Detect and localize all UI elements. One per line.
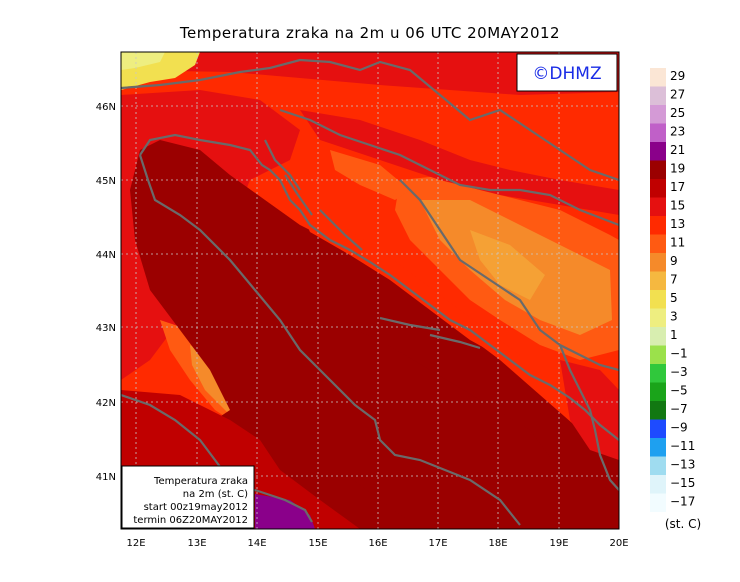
legend-swatch — [650, 160, 666, 179]
legend-swatch — [650, 456, 666, 475]
legend-swatch — [650, 475, 666, 494]
legend-label: 23 — [670, 125, 685, 139]
legend-swatch — [650, 493, 666, 512]
lat-label: 43N — [96, 323, 116, 334]
legend-label: 19 — [670, 162, 685, 176]
legend-swatch — [650, 86, 666, 105]
legend-swatch — [650, 401, 666, 420]
lon-label: 16E — [368, 538, 387, 549]
legend-swatch — [650, 216, 666, 235]
legend-label: 25 — [670, 106, 685, 120]
legend-label: −1 — [670, 347, 688, 361]
legend-label: −3 — [670, 365, 688, 379]
legend-label: 15 — [670, 199, 685, 213]
legend-swatch — [650, 105, 666, 124]
lon-label: 14E — [247, 538, 266, 549]
legend-swatch — [650, 271, 666, 290]
lon-label: 13E — [187, 538, 206, 549]
legend-swatch — [650, 308, 666, 327]
longitude-labels: 12E 13E 14E 15E 16E 17E 18E 19E 20E — [126, 538, 628, 549]
legend-label: 11 — [670, 236, 685, 250]
graticule — [121, 52, 619, 529]
northern-warm-band — [121, 52, 619, 95]
lon-label: 17E — [428, 538, 447, 549]
legend-label: −9 — [670, 421, 688, 435]
legend-label: −7 — [670, 402, 688, 416]
info-line-1: Temperatura zraka — [153, 476, 248, 487]
legend-swatch — [650, 179, 666, 198]
legend-swatch — [650, 419, 666, 438]
tyrrhenian-warm-spot — [255, 494, 315, 529]
lat-label: 42N — [96, 398, 116, 409]
legend-swatch — [650, 364, 666, 383]
legend-label: 17 — [670, 180, 685, 194]
lon-label: 15E — [308, 538, 327, 549]
logo-text: ©DHMZ — [532, 64, 601, 84]
dhmz-logo: ©DHMZ — [516, 53, 618, 92]
legend-swatch — [650, 345, 666, 364]
legend-label: 29 — [670, 69, 685, 83]
coastlines — [121, 58, 619, 526]
info-line-4: termin 06Z20MAY2012 — [133, 515, 248, 526]
lon-label: 12E — [126, 538, 145, 549]
map-title: Temperatura zraka na 2m u 06 UTC 20MAY20… — [179, 24, 561, 42]
lat-label: 41N — [96, 472, 116, 483]
legend-label: 9 — [670, 254, 678, 268]
legend-swatch — [650, 382, 666, 401]
legend-label: 7 — [670, 273, 678, 287]
legend-swatch — [650, 68, 666, 87]
info-line-2: na 2m (st. C) — [183, 489, 248, 500]
legend-label: −17 — [670, 495, 695, 509]
legend-label: 5 — [670, 291, 678, 305]
lat-label: 46N — [96, 102, 116, 113]
info-line-3: start 00z19may2012 — [144, 502, 248, 513]
legend-swatch — [650, 438, 666, 457]
legend-label: 27 — [670, 88, 685, 102]
lon-label: 19E — [549, 538, 568, 549]
map-frame — [120, 51, 620, 530]
lat-label: 45N — [96, 176, 116, 187]
legend-swatch — [650, 253, 666, 272]
legend-swatch — [650, 142, 666, 161]
legend-label: −5 — [670, 384, 688, 398]
legend-label: −13 — [670, 458, 695, 472]
legend-label: 3 — [670, 310, 678, 324]
legend-swatch — [650, 290, 666, 309]
legend-label: 21 — [670, 143, 685, 157]
legend-label: −11 — [670, 439, 695, 453]
legend-label: 13 — [670, 217, 685, 231]
legend-swatch — [650, 197, 666, 216]
latitude-labels: 41N 42N 43N 44N 45N 46N — [96, 102, 116, 483]
lon-label: 20E — [609, 538, 628, 549]
legend-unit: (st. C) — [665, 517, 701, 531]
legend-swatch — [650, 234, 666, 253]
info-box: Temperatura zraka na 2m (st. C) start 00… — [121, 465, 255, 529]
legend-label: −15 — [670, 476, 695, 490]
lon-label: 18E — [488, 538, 507, 549]
legend-swatch — [650, 123, 666, 142]
legend-swatch — [650, 327, 666, 346]
legend-label: 1 — [670, 328, 678, 342]
lat-label: 44N — [96, 250, 116, 261]
